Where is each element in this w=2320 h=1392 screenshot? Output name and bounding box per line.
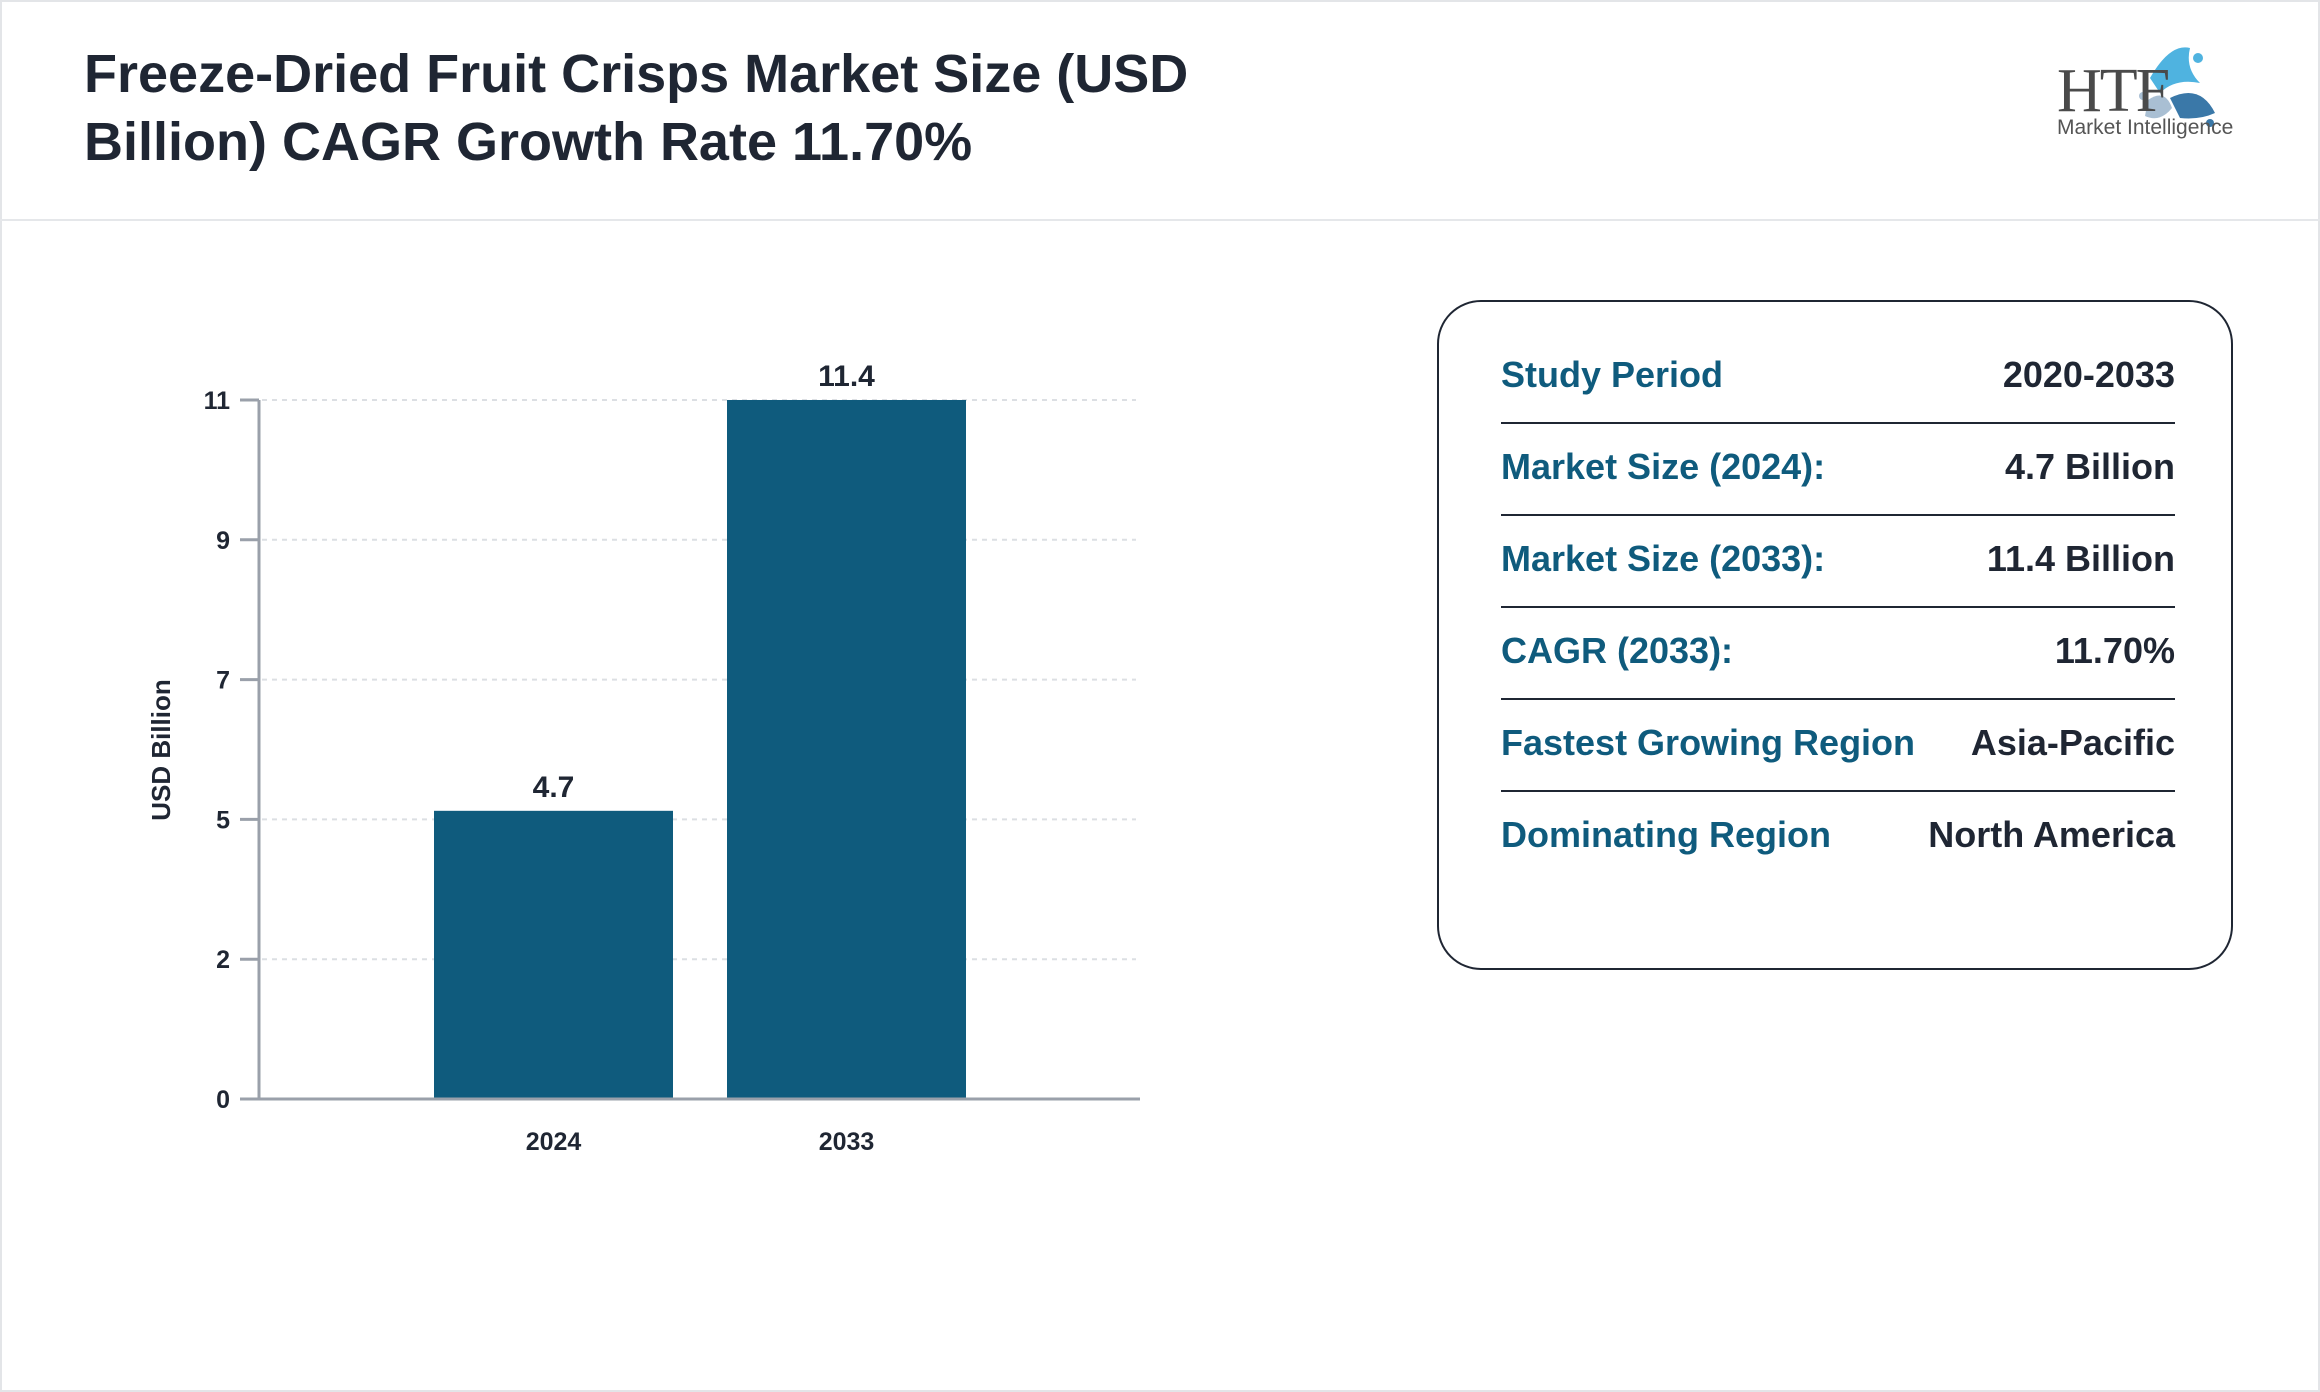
info-label: CAGR (2033):	[1501, 630, 1734, 671]
info-value: 11.4 Billion	[1986, 538, 2175, 579]
info-row: CAGR (2033): 11.70%	[1501, 606, 2175, 700]
info-value: 2020-2033	[2002, 354, 2175, 395]
page-title: Freeze-Dried Fruit Crisps Market Size (U…	[84, 44, 1189, 172]
x-tick-label: 2033	[819, 1128, 875, 1156]
y-tick-label: 5	[216, 806, 230, 834]
info-label: Market Size (2033):	[1501, 538, 1826, 579]
y-tick-label: 7	[216, 667, 230, 695]
logo-text: HTF	[2057, 57, 2170, 125]
info-value: Asia-Pacific	[1970, 722, 2175, 763]
info-value: 11.70%	[2054, 630, 2175, 671]
info-label: Dominating Region	[1501, 814, 1831, 855]
info-row: Fastest Growing Region Asia-Pacific	[1501, 698, 2175, 792]
info-value: 4.7 Billion	[2004, 446, 2175, 487]
info-value: North America	[1928, 814, 2175, 855]
info-row: Market Size (2033): 11.4 Billion	[1501, 514, 2175, 608]
info-row: Study Period 2020-2033	[1501, 330, 2175, 424]
y-tick-label: 0	[216, 1086, 230, 1114]
bar-2033	[727, 400, 966, 1099]
y-tick-label: 2	[216, 946, 230, 974]
logo-figures-icon	[2139, 47, 2215, 127]
y-tick-label: 9	[216, 527, 230, 555]
info-row: Dominating Region North America	[1501, 790, 2175, 882]
htf-logo: HTF Market Intelligence	[2050, 38, 2250, 148]
data-label: 4.7	[533, 771, 575, 804]
data-label: 11.4	[818, 360, 875, 393]
logo-subtext: Market Intelligence	[2057, 116, 2234, 139]
info-row: Market Size (2024): 4.7 Billion	[1501, 422, 2175, 516]
y-tick-label: 11	[204, 387, 231, 415]
info-label: Study Period	[1501, 354, 1724, 395]
info-label: Market Size (2024):	[1501, 446, 1826, 487]
info-panel: Study Period 2020-2033 Market Size (2024):…	[1437, 300, 2233, 970]
info-label: Fastest Growing Region	[1501, 722, 1916, 763]
bar-2024	[434, 810, 673, 1099]
header: Freeze-Dried Fruit Crisps Market Size (U…	[0, 0, 2320, 221]
x-tick-label: 2024	[526, 1128, 582, 1156]
y-axis-label: USD Billion	[146, 679, 176, 821]
bar-chart: 4.7 2024 11.4 2033 0 2 5 7 9 11 USD Billion	[146, 360, 1140, 1156]
